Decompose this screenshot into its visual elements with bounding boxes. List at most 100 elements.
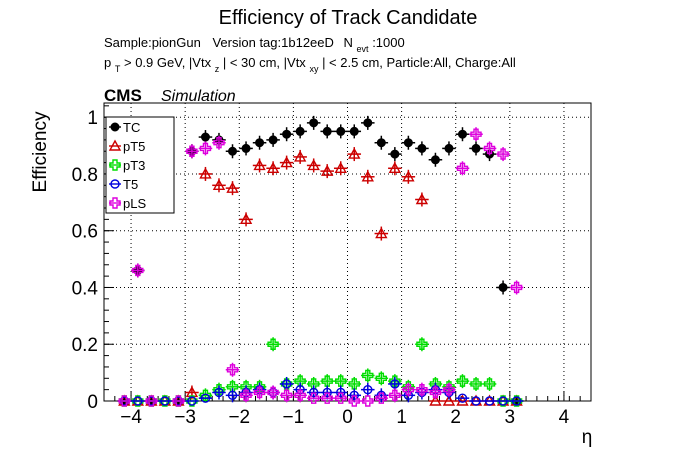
data-point: [417, 143, 427, 153]
data-point: [429, 386, 442, 399]
simulation-label: Simulation: [161, 88, 236, 105]
data-point: [470, 378, 482, 390]
legend: TC pT5 pT3 T5 pLS: [105, 116, 175, 214]
data-point: [200, 393, 211, 403]
subtitle-nevt-prefix: N: [344, 35, 353, 50]
data-point: [255, 138, 265, 148]
data-point: [390, 379, 400, 389]
data-point: [253, 158, 266, 171]
cms-label: CMS: [104, 86, 142, 105]
data-point: [349, 390, 359, 401]
data-point: [309, 118, 319, 128]
x-tick-label: 3: [505, 407, 516, 428]
y-axis-label: Efficiency: [30, 111, 51, 192]
legend-label: pT5: [123, 139, 145, 154]
subtitle-pt-sub: T: [115, 64, 121, 74]
data-point: [511, 396, 522, 406]
chart-title: Efficiency of Track Candidate: [219, 7, 478, 29]
data-point: [361, 170, 374, 182]
data-point: [266, 161, 280, 173]
subtitle-line1: Sample:pionGun Version tag:1b12eeD N evt…: [104, 35, 405, 55]
x-tick-label: 4: [559, 407, 570, 428]
data-point: [307, 392, 320, 404]
x-tick-label: −3: [174, 407, 196, 428]
data-point: [199, 389, 212, 402]
data-point: [282, 129, 292, 139]
data-point: [416, 383, 428, 396]
data-point: [349, 126, 359, 136]
tick-marks: −4 −3 −2 −1 0 1 2 3 4 0 0.2 0.4 0.6 0.8 1: [72, 105, 592, 428]
data-point: [280, 389, 293, 402]
series-pLS: [117, 127, 524, 407]
data-point: [186, 395, 198, 407]
data-point: [280, 378, 293, 390]
data-point: [457, 129, 467, 139]
data-point: [145, 395, 158, 407]
data-point: [497, 148, 509, 160]
data-point: [227, 390, 238, 401]
data-point: [362, 369, 374, 382]
subtitle-cut3: | < 2.5 cm, Particle:All, Charge:All: [322, 55, 516, 70]
data-point: [322, 126, 332, 136]
data-point: [335, 392, 347, 404]
data-point: [172, 395, 185, 407]
data-point: [510, 281, 523, 294]
data-point: [199, 142, 212, 155]
data-point: [226, 181, 239, 193]
data-point: [442, 394, 456, 406]
data-point: [295, 126, 305, 136]
data-point: [280, 156, 293, 168]
x-axis-label: η: [582, 427, 593, 448]
data-point: [363, 384, 373, 395]
data-point: [336, 387, 346, 398]
data-point: [268, 135, 278, 145]
data-point: [228, 146, 238, 156]
data-point: [281, 379, 292, 389]
data-point: [294, 389, 306, 402]
data-point: [456, 375, 469, 387]
data-point: [376, 138, 386, 148]
data-point: [363, 118, 373, 128]
data-point: [132, 264, 144, 277]
data-point: [118, 395, 130, 407]
legend-label: pLS: [123, 196, 146, 211]
data-point: [415, 193, 429, 205]
data-point: [457, 393, 468, 403]
data-point: [389, 389, 401, 402]
x-tick-label: −2: [228, 407, 250, 428]
data-point: [241, 143, 251, 153]
data-point: [390, 149, 400, 159]
data-point: [444, 143, 454, 153]
data-point: [133, 396, 143, 406]
subtitle-xy-sub: xy: [309, 64, 319, 74]
y-tick-label: 0.2: [72, 335, 98, 356]
subtitle-line2: p T > 0.9 GeV, |Vtx z | < 30 cm, |Vtx xy…: [104, 55, 516, 75]
legend-marker: [109, 197, 121, 209]
data-point: [376, 390, 387, 401]
data-point: [484, 396, 495, 406]
legend-marker: [108, 139, 122, 151]
data-point: [456, 394, 469, 406]
data-point: [267, 386, 279, 399]
data-point: [362, 395, 374, 407]
data-point: [212, 178, 226, 191]
data-point: [348, 147, 361, 159]
data-point: [322, 387, 332, 398]
data-point: [239, 212, 253, 225]
data-point: [483, 378, 496, 390]
data-point: [429, 394, 442, 406]
data-point: [186, 145, 198, 157]
data-point: [307, 158, 320, 171]
x-tick-label: 2: [450, 407, 461, 428]
data-point: [375, 372, 388, 384]
data-point: [348, 395, 360, 407]
data-point: [416, 338, 428, 350]
data-point: [456, 162, 469, 174]
legend-marker: [110, 122, 120, 132]
data-point: [187, 396, 197, 406]
data-point: [335, 375, 347, 387]
subtitle-nevt-sub: evt: [357, 44, 370, 54]
data-point: [336, 126, 346, 136]
subtitle-nevt-value: :1000: [372, 35, 405, 50]
data-point: [483, 142, 496, 155]
